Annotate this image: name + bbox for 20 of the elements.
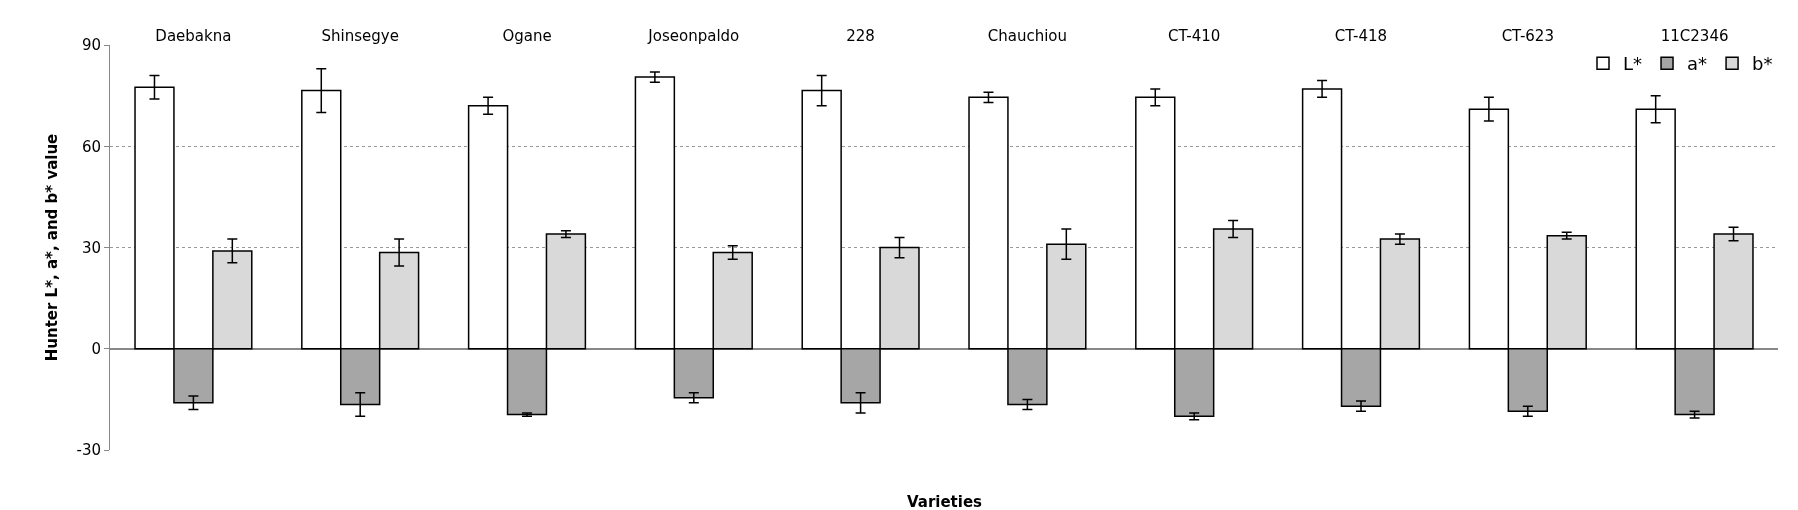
x-tick-label: CT-623: [1501, 27, 1554, 45]
y-tick-label: 60: [81, 137, 101, 156]
legend-label: L*: [1623, 53, 1643, 75]
x-tick-label: Chauchiou: [987, 27, 1068, 45]
x-axis-title: Varieties: [907, 493, 983, 510]
x-tick-label: Joseonpaldo: [647, 27, 740, 45]
x-tick-label: Daebakna: [155, 27, 232, 45]
y-tick-label: -30: [76, 441, 101, 460]
legend-label: b*: [1752, 53, 1773, 75]
x-tick-label: 11C2346: [1660, 27, 1729, 45]
x-tick-label: Shinsegye: [321, 27, 399, 45]
y-axis-title: Hunter L*, a*, and b* value: [42, 133, 61, 362]
legend-label: a*: [1687, 53, 1708, 75]
x-tick-label: CT-418: [1334, 27, 1388, 45]
y-tick-label: 0: [91, 340, 101, 358]
y-tick-label: 30: [81, 238, 101, 257]
x-tick-label: CT-410: [1168, 27, 1221, 45]
x-tick-label: 228: [846, 27, 875, 45]
x-tick-label: Ogane: [502, 27, 552, 45]
y-tick-label: 90: [81, 36, 101, 55]
